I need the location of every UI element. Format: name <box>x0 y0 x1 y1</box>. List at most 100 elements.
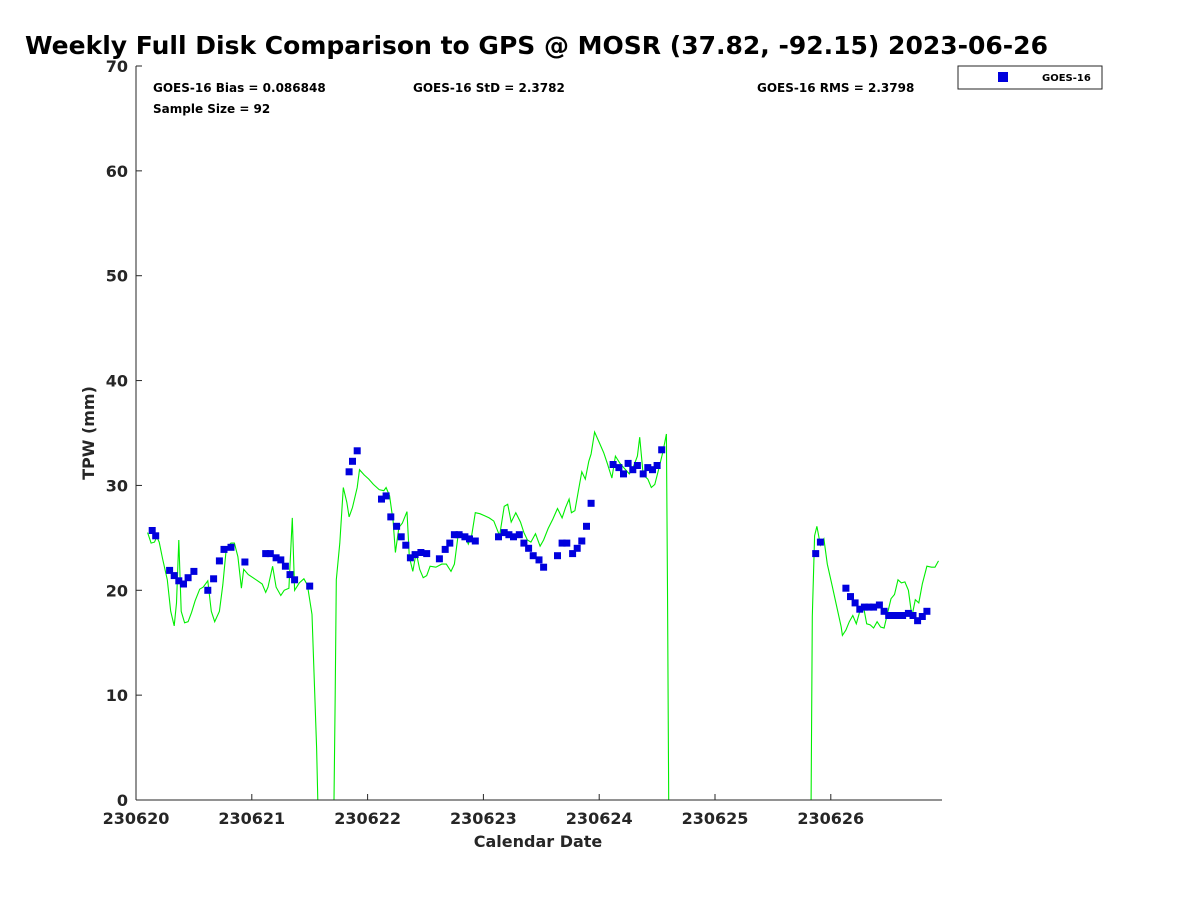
stat-bias: GOES-16 Bias = 0.086848 <box>153 81 326 95</box>
goes16-point <box>349 457 356 465</box>
x-tick-label: 230626 <box>797 809 864 828</box>
goes16-point <box>510 533 517 541</box>
goes16-point <box>525 544 533 552</box>
goes16-point <box>558 539 566 547</box>
goes16-point <box>639 470 647 478</box>
goes16-point <box>215 557 223 565</box>
gps-series-line <box>147 430 939 801</box>
goes16-point <box>495 533 502 541</box>
stat-rms: GOES-16 RMS = 2.3798 <box>757 81 914 95</box>
goes16-point <box>500 529 508 537</box>
goes16-point <box>466 535 473 543</box>
legend: GOES-16 <box>957 65 1103 90</box>
goes16-point <box>286 571 294 579</box>
y-tick-label: 70 <box>106 57 128 76</box>
goes16-point <box>393 522 401 530</box>
y-tick-label: 0 <box>117 791 128 810</box>
y-tick-label: 10 <box>106 686 128 705</box>
goes16-point <box>411 551 419 559</box>
goes16-point <box>180 580 187 588</box>
goes16-point <box>505 531 513 539</box>
y-axis-label: TPW (mm) <box>79 386 98 480</box>
goes16-point <box>923 607 931 615</box>
goes16-point <box>417 549 425 556</box>
goes16-point <box>633 462 641 469</box>
gps-series-layer <box>147 430 939 801</box>
goes16-point <box>860 603 868 611</box>
goes16-point <box>529 552 537 560</box>
goes16-point <box>515 531 523 539</box>
goes16-point <box>441 545 449 553</box>
legend-label-goes16: GOES-16 <box>1042 73 1091 84</box>
goes16-point <box>629 466 637 474</box>
goes16-point <box>220 545 228 553</box>
goes16-point <box>166 566 174 574</box>
goes16-point <box>909 612 917 619</box>
goes16-point <box>402 541 410 549</box>
goes16-point <box>184 574 192 582</box>
goes16-point <box>649 466 656 474</box>
goes16-point <box>262 550 270 558</box>
goes16-point <box>450 531 458 539</box>
x-ticks: 230620 230621 230622 230623 230624 230625 2306… <box>103 794 864 828</box>
goes16-point <box>624 459 632 467</box>
goes16-point <box>148 527 156 534</box>
goes16-point <box>563 539 571 547</box>
goes16-point <box>461 533 469 541</box>
goes16-point <box>904 609 912 617</box>
goes16-point <box>587 499 595 507</box>
goes-series-layer <box>148 446 931 625</box>
goes16-point <box>918 613 926 620</box>
goes16-point <box>471 537 479 545</box>
goes16-point <box>170 572 178 580</box>
goes16-point <box>899 612 907 619</box>
x-tick-label: 230621 <box>218 809 285 828</box>
goes16-point <box>889 612 897 619</box>
goes16-point <box>378 495 385 503</box>
goes16-point <box>190 567 198 575</box>
goes16-point <box>620 470 627 478</box>
goes16-point <box>870 603 878 611</box>
goes16-point <box>875 601 883 609</box>
goes16-point <box>291 576 299 584</box>
goes16-point <box>406 554 414 562</box>
legend-box <box>957 65 1103 90</box>
stat-std: GOES-16 StD = 2.3782 <box>413 81 565 95</box>
goes16-point <box>152 532 160 540</box>
goes16-point <box>812 550 820 558</box>
goes16-point <box>353 447 361 455</box>
x-tick-label: 230622 <box>334 809 401 828</box>
y-ticks: 0 10 20 30 40 50 60 70 <box>106 57 142 810</box>
goes16-point <box>345 468 353 476</box>
goes16-point <box>842 584 850 592</box>
x-tick-label: 230620 <box>103 809 170 828</box>
goes16-point <box>865 603 873 611</box>
axes <box>135 66 942 801</box>
x-axis-label: Calendar Date <box>474 832 603 851</box>
goes16-point <box>578 537 586 545</box>
goes16-point <box>272 554 280 562</box>
goes16-point <box>446 539 454 547</box>
goes16-point <box>847 593 854 601</box>
goes16-point <box>583 522 590 530</box>
goes16-point <box>241 558 249 566</box>
goes16-point <box>306 582 314 590</box>
goes16-point <box>615 464 623 472</box>
y-tick-label: 40 <box>106 372 128 391</box>
goes16-point <box>658 446 666 454</box>
goes16-point <box>387 513 395 521</box>
goes16-point <box>210 575 218 583</box>
y-tick-label: 30 <box>106 476 128 495</box>
x-tick-label: 230625 <box>682 809 749 828</box>
goes16-point <box>885 612 893 619</box>
goes16-point <box>397 533 405 541</box>
goes16-point <box>851 599 859 607</box>
goes16-point <box>540 563 548 571</box>
chart-title: Weekly Full Disk Comparison to GPS @ MOS… <box>25 31 1048 60</box>
goes16-point <box>914 617 922 625</box>
goes16-point <box>227 543 235 551</box>
goes16-point <box>573 544 581 552</box>
goes16-point <box>644 464 652 472</box>
legend-marker-goes16 <box>998 72 1008 82</box>
